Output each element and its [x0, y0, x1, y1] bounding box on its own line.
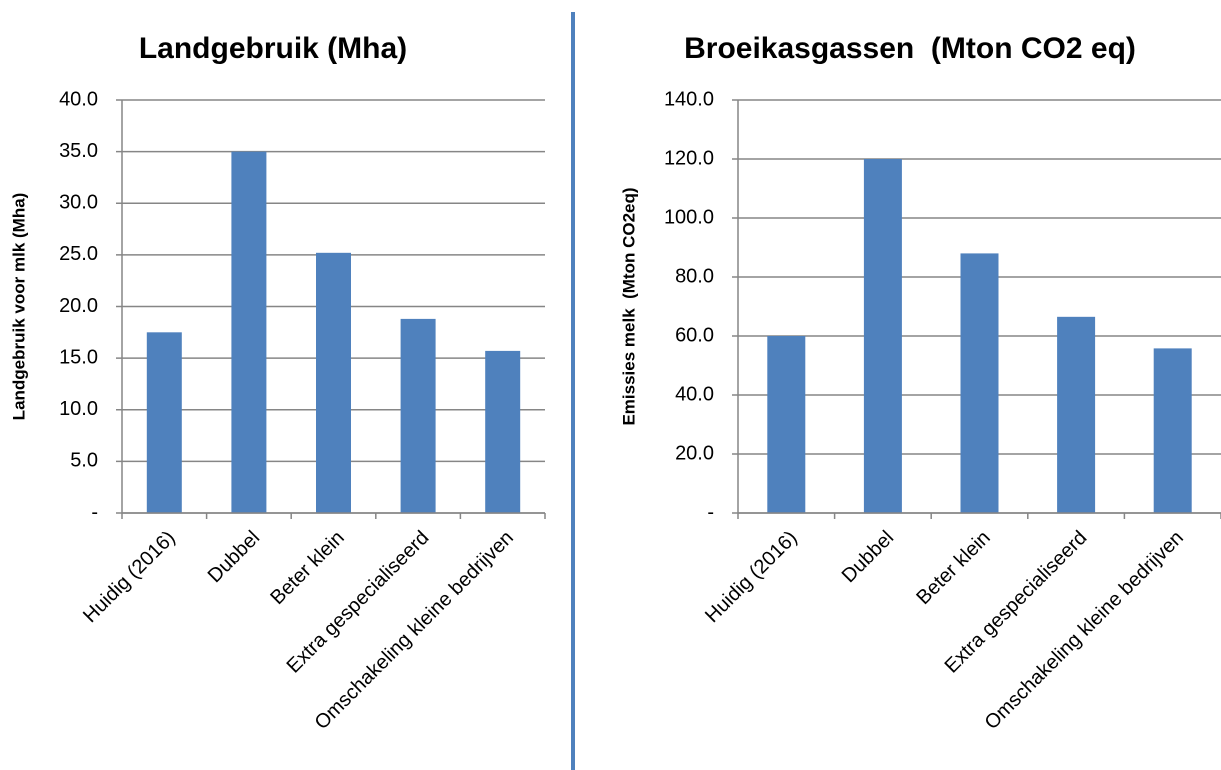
- y-axis-label: Landgebruik voor mlk (Mha): [9, 193, 28, 421]
- y-tick-label: -: [707, 501, 714, 523]
- x-tick-label: Extra gespecialiseerd: [283, 527, 434, 678]
- y-tick-label: 25.0: [59, 243, 98, 265]
- x-tick-label: Beter klein: [266, 527, 348, 609]
- y-tick-label: 30.0: [59, 192, 98, 214]
- y-tick-label: 100.0: [664, 206, 714, 228]
- bar: [485, 350, 521, 513]
- y-tick-label: 40.0: [59, 88, 98, 110]
- y-tick-label: -: [91, 501, 98, 523]
- bar: [1153, 348, 1192, 513]
- bar: [863, 159, 902, 513]
- chart-title: Landgebruik (Mha): [139, 32, 407, 65]
- x-tick-label: Huidig (2016): [701, 527, 801, 627]
- bar: [146, 332, 182, 513]
- x-tick-label: Dubbel: [204, 527, 264, 587]
- y-tick-label: 120.0: [664, 147, 714, 169]
- bar: [316, 252, 351, 513]
- y-tick-label: 60.0: [675, 324, 714, 346]
- x-tick-label: Omschakeling kleine bedrijven: [981, 527, 1188, 734]
- x-tick-label: Dubbel: [838, 527, 898, 587]
- x-tick-label: Huidig (2016): [79, 527, 179, 627]
- y-tick-label: 20.0: [59, 295, 98, 317]
- bar: [960, 253, 999, 513]
- y-tick-label: 10.0: [59, 398, 98, 420]
- y-tick-label: 140.0: [664, 88, 714, 110]
- x-tick-label: Beter klein: [912, 527, 994, 609]
- y-tick-label: 40.0: [675, 383, 714, 405]
- y-tick-label: 15.0: [59, 346, 98, 368]
- y-tick-label: 80.0: [675, 265, 714, 287]
- y-tick-label: 35.0: [59, 140, 98, 162]
- bar: [400, 318, 436, 513]
- bar: [1057, 316, 1096, 513]
- bar: [767, 336, 806, 513]
- chart-title: Broeikasgassen (Mton CO2 eq): [684, 32, 1136, 65]
- y-axis-label: Emissies melk (Mton CO2eq): [619, 187, 638, 425]
- y-tick-label: 5.0: [70, 450, 98, 472]
- y-tick-label: 20.0: [675, 442, 714, 464]
- bar: [231, 151, 267, 513]
